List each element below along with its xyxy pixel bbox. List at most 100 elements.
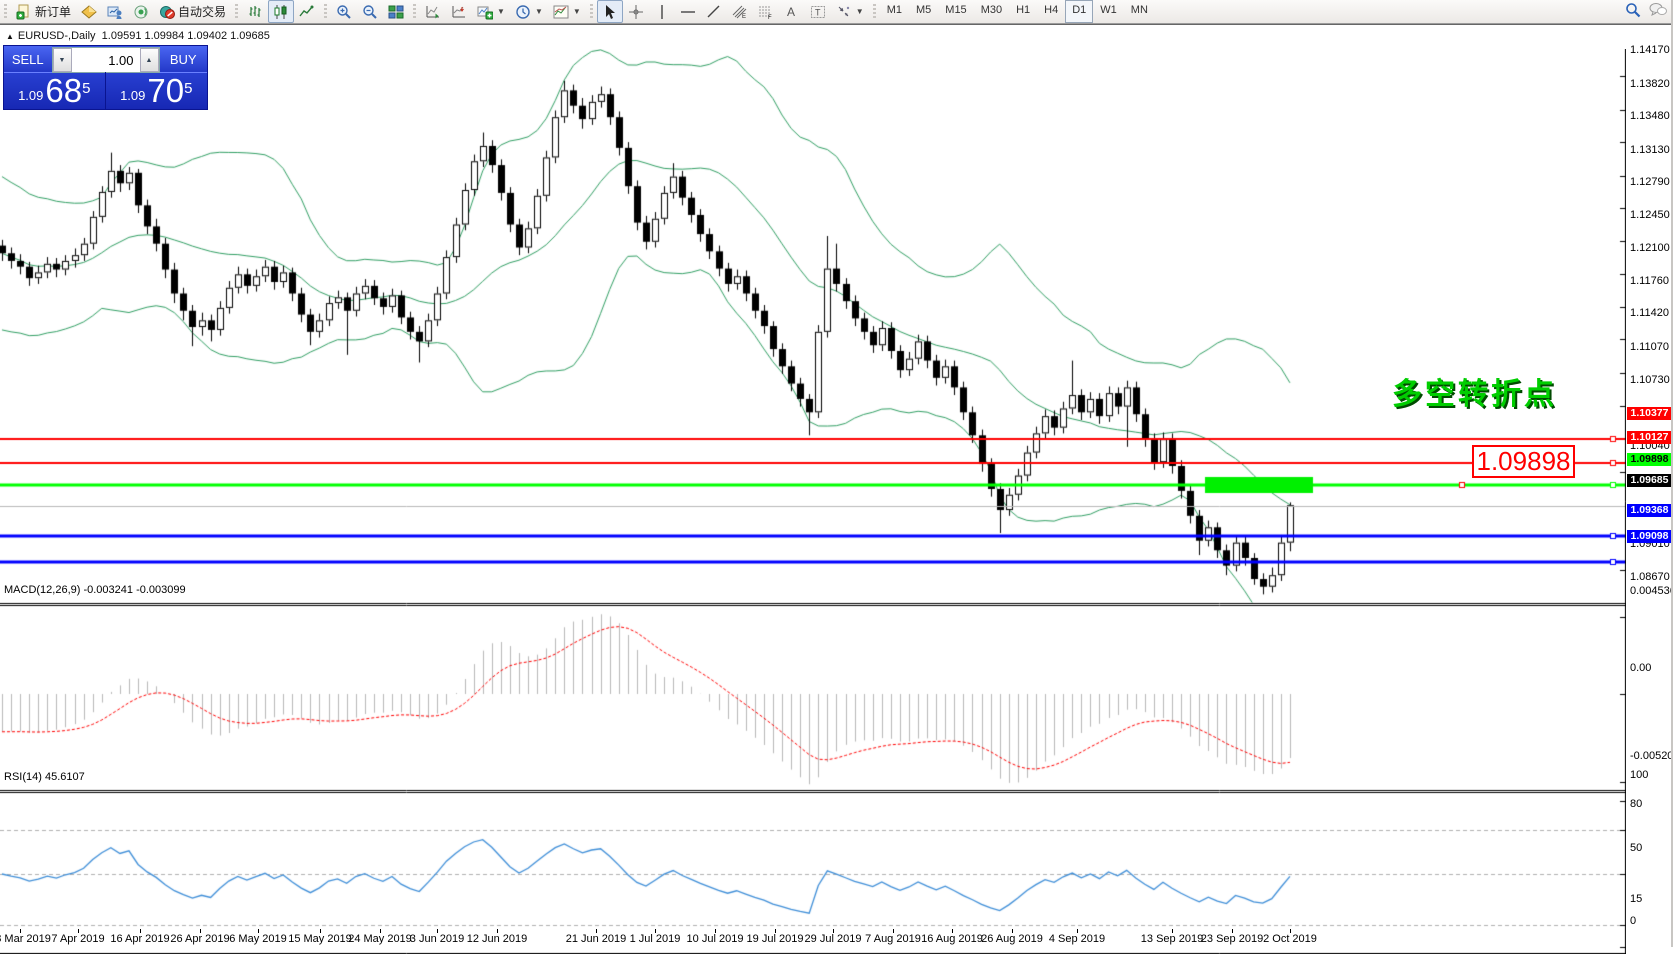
vertical-line-icon <box>654 4 670 20</box>
templates-icon <box>553 4 569 20</box>
svg-text:E: E <box>742 14 746 20</box>
buy-price[interactable]: 1.09 70 5 <box>106 72 208 109</box>
toolbar-grip <box>322 3 330 20</box>
toolbar-grip <box>870 3 878 20</box>
volume-stepper: ▼ ▲ <box>51 47 160 73</box>
toolbar-grip <box>587 3 595 20</box>
volume-down-button[interactable]: ▼ <box>52 48 72 72</box>
symbol-name: EURUSD-,Daily <box>17 30 96 42</box>
horizontal-line-icon <box>680 4 696 20</box>
sell-price-prefix: 1.09 <box>18 88 44 103</box>
volume-up-button[interactable]: ▲ <box>139 48 159 72</box>
channel-tool-button[interactable]: E <box>727 0 753 23</box>
market-depth-button[interactable] <box>102 0 128 23</box>
buy-button[interactable]: BUY <box>159 46 207 73</box>
timeframe-h4[interactable]: H4 <box>1044 4 1059 16</box>
periods-clock-icon <box>515 4 531 20</box>
dropdown-caret-icon: ▼ <box>534 7 543 16</box>
trendline-icon <box>706 4 722 20</box>
buy-price-prefix: 1.09 <box>120 88 146 103</box>
toolbar-grip <box>411 3 419 20</box>
timeframe-m1[interactable]: M1 <box>886 4 902 16</box>
bar-chart-icon <box>247 4 263 20</box>
subwindow-arrow-icon[interactable]: ▲ <box>6 32 14 41</box>
market-depth-icon <box>107 4 123 20</box>
crosshair-icon <box>628 4 644 20</box>
price-tag-annotation[interactable]: 1.09898 <box>1472 445 1575 478</box>
text-label-icon: T <box>810 4 826 20</box>
dropdown-caret-icon: ▼ <box>497 7 505 16</box>
dropdown-caret-icon: ▼ <box>572 7 581 16</box>
label-tool-button[interactable]: T <box>805 0 831 23</box>
timeframe-m30[interactable]: M30 <box>980 4 1003 16</box>
zoom-out-icon <box>362 4 378 20</box>
timeframe-m5[interactable]: M5 <box>916 4 932 16</box>
sound-button[interactable] <box>128 0 154 23</box>
vertical-line-tool-button[interactable] <box>649 0 675 23</box>
svg-text:A: A <box>787 5 795 19</box>
zoom-in-icon <box>336 4 352 20</box>
line-chart-button[interactable] <box>294 0 320 23</box>
search-icon[interactable] <box>1625 2 1641 21</box>
new-order-label: 新订单 <box>35 5 72 19</box>
timeframe-h1[interactable]: H1 <box>1016 4 1031 16</box>
volume-input[interactable] <box>71 48 140 72</box>
new-order-icon <box>16 4 32 20</box>
timeframe-w1[interactable]: W1 <box>1100 4 1117 16</box>
templates-button[interactable]: ▼ <box>548 0 586 23</box>
tile-windows-button[interactable] <box>383 0 409 23</box>
bar-chart-button[interactable] <box>242 0 268 23</box>
sound-icon <box>133 4 149 20</box>
toolbar-grip <box>2 3 9 20</box>
cursor-icon <box>602 4 618 20</box>
text-tool-button[interactable]: A <box>779 0 805 23</box>
timeframe-m15[interactable]: M15 <box>945 4 967 16</box>
sell-price[interactable]: 1.09 68 5 <box>4 72 106 109</box>
buy-price-big: 70 <box>147 72 185 109</box>
arrows-tool-button[interactable]: ▼ <box>831 0 869 23</box>
svg-text:T: T <box>815 7 821 17</box>
crosshair-tool-button[interactable] <box>623 0 649 23</box>
indicators-button[interactable]: ▼ <box>472 0 510 23</box>
candlestick-chart-icon <box>273 4 289 20</box>
profiles-icon <box>81 4 97 20</box>
autotrading-icon <box>159 4 176 20</box>
autotrading-button[interactable]: 自动交易 <box>154 0 231 23</box>
symbol-ohlc: 1.09591 1.09984 1.09402 1.09685 <box>101 30 270 42</box>
sell-price-sup: 5 <box>82 80 91 97</box>
horizontal-line-tool-button[interactable] <box>675 0 701 23</box>
sell-button[interactable]: SELL <box>4 46 52 73</box>
candlestick-chart-button[interactable] <box>268 0 295 23</box>
text-icon: A <box>784 4 800 20</box>
trendline-tool-button[interactable] <box>701 0 727 23</box>
periods-button[interactable]: ▼ <box>510 0 548 23</box>
cursor-tool-button[interactable] <box>596 0 623 23</box>
auto-scroll-button[interactable] <box>420 0 446 23</box>
turning-point-annotation[interactable]: 多空转折点 <box>1392 378 1557 411</box>
chat-icon[interactable] <box>1649 2 1667 21</box>
auto-scroll-icon <box>425 4 441 20</box>
chart-shift-button[interactable] <box>446 0 472 23</box>
chart-window: ▲ EURUSD-,Daily 1.09591 1.09984 1.09402 1… <box>0 24 1673 954</box>
main-toolbar: 新订单 自动交易 ▼ ▼ <box>0 0 1673 24</box>
fibonacci-icon: F <box>758 4 774 20</box>
profiles-button[interactable] <box>76 0 102 23</box>
arrows-icon <box>836 4 852 20</box>
new-order-button[interactable]: 新订单 <box>11 0 76 23</box>
chart-shift-icon <box>451 4 467 20</box>
symbol-header: ▲ EURUSD-,Daily 1.09591 1.09984 1.09402 1… <box>6 30 270 42</box>
fibonacci-tool-button[interactable]: F <box>753 0 779 23</box>
autotrading-label: 自动交易 <box>178 5 227 19</box>
zoom-out-button[interactable] <box>357 0 383 23</box>
timeframe-d1[interactable]: D1 <box>1065 0 1094 23</box>
window-border <box>1671 0 1673 947</box>
one-click-trade-panel: SELL ▼ ▲ BUY 1.09 68 5 1.09 70 5 <box>3 45 208 110</box>
line-chart-icon <box>299 4 315 20</box>
equidistant-channel-icon: E <box>732 4 748 20</box>
zoom-in-button[interactable] <box>331 0 357 23</box>
timeframe-mn[interactable]: MN <box>1130 4 1148 16</box>
toolbar-grip <box>233 3 241 20</box>
sell-price-big: 68 <box>45 72 83 109</box>
tile-windows-icon <box>388 4 404 20</box>
price-chart-canvas[interactable] <box>0 49 1626 954</box>
